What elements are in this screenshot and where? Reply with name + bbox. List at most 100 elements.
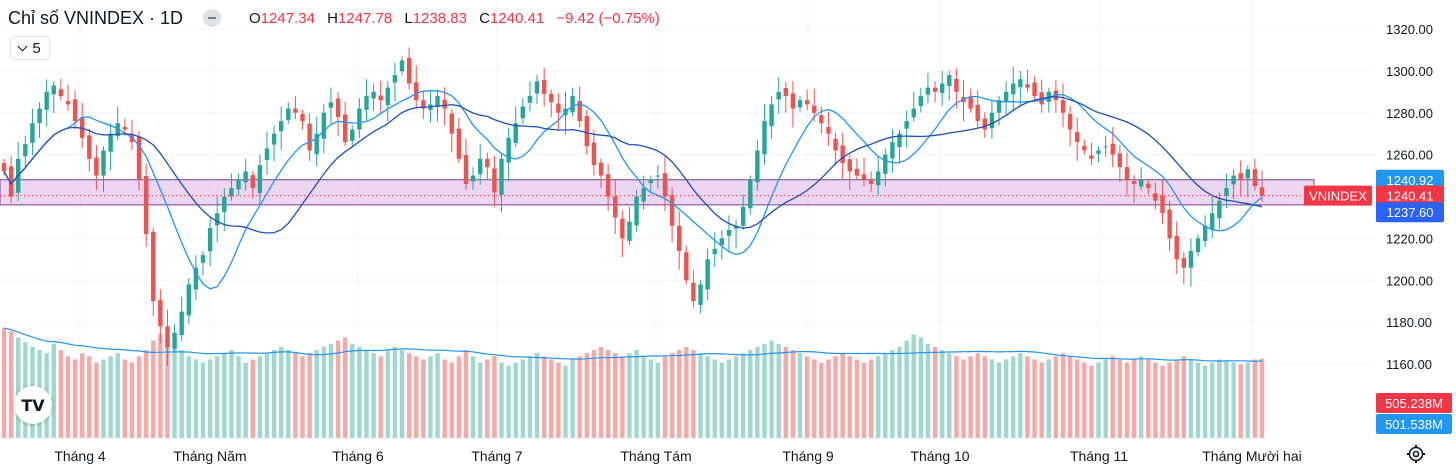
candle-body xyxy=(51,85,56,95)
volume-bar xyxy=(968,356,973,438)
volume-bar xyxy=(151,340,156,438)
indicators-toggle-button[interactable]: 5 xyxy=(10,36,50,60)
candle-body xyxy=(634,196,639,226)
candle-body xyxy=(620,218,625,239)
volume-bar xyxy=(932,346,938,438)
volume-bar xyxy=(307,353,312,438)
zone-upper-tag: 1240.92 xyxy=(1387,173,1434,188)
price-tick-label: 1220.00 xyxy=(1386,231,1433,246)
volume-bar xyxy=(215,356,220,438)
candle-body xyxy=(1195,238,1201,253)
volume-bar xyxy=(406,353,412,438)
volume-bar xyxy=(72,359,78,438)
volume-bar xyxy=(1160,365,1165,438)
volume-bar xyxy=(733,356,739,438)
volume-bar xyxy=(648,359,653,438)
volume-bar xyxy=(1089,365,1094,438)
zone-lower-tag: 1237.60 xyxy=(1387,205,1434,220)
volume-bar xyxy=(428,356,433,438)
volume-bar xyxy=(641,356,646,438)
candle-body xyxy=(364,96,369,110)
volume-bar xyxy=(271,350,277,438)
volume-bar xyxy=(556,362,561,438)
time-axis-label: Tháng Tám xyxy=(620,448,691,464)
volume-bar xyxy=(868,359,874,438)
volume-bar xyxy=(1231,362,1236,438)
volume-bar xyxy=(136,356,142,438)
volume-ma-tag: 501.538M xyxy=(1385,417,1443,432)
volume-bar xyxy=(1252,359,1258,438)
candle-body xyxy=(812,105,817,113)
candle-body xyxy=(1011,83,1016,95)
candle-body xyxy=(1082,145,1087,151)
volume-bar xyxy=(442,359,447,438)
time-axis-label: Tháng 6 xyxy=(332,448,384,464)
volume-bar xyxy=(1174,359,1179,438)
volume-bar xyxy=(904,340,909,438)
candle-body xyxy=(328,102,334,108)
candle-body xyxy=(1131,181,1137,184)
candle-body xyxy=(1259,187,1265,196)
volume-bar xyxy=(293,353,298,438)
close-label: C xyxy=(479,9,490,27)
volume-bar xyxy=(605,350,611,438)
candle-body xyxy=(1224,188,1229,196)
candle-body xyxy=(520,106,526,119)
candle-body xyxy=(371,91,376,99)
time-axis-label: Tháng 11 xyxy=(1070,448,1128,464)
volume-bar xyxy=(1217,359,1222,438)
volume-bar xyxy=(1153,362,1158,438)
candle-body xyxy=(861,174,867,180)
volume-bar xyxy=(385,350,390,438)
last-price-tag: 1240.41 xyxy=(1387,189,1434,204)
price-zone-band xyxy=(0,179,1315,206)
candle-body xyxy=(165,326,170,348)
moving-average-slow-line xyxy=(3,96,1263,234)
volume-bar xyxy=(790,350,796,438)
gear-icon[interactable] xyxy=(1406,444,1426,464)
volume-bar xyxy=(342,337,348,438)
minus-icon[interactable] xyxy=(203,9,222,27)
candle-body xyxy=(833,138,838,151)
candle-body xyxy=(506,137,511,163)
low-value: 1238.83 xyxy=(412,9,467,27)
volume-bar xyxy=(534,353,540,438)
candle-body xyxy=(23,144,28,157)
candle-body xyxy=(300,114,305,122)
candle-body xyxy=(598,162,604,176)
volume-bar xyxy=(598,346,604,438)
candle-body xyxy=(527,96,533,103)
candle-body xyxy=(684,252,689,281)
candle-body xyxy=(271,133,277,145)
candle-body xyxy=(534,81,540,94)
candle-body xyxy=(662,173,668,197)
time-axis-label: Tháng 10 xyxy=(910,448,969,464)
candle-body xyxy=(1245,169,1250,179)
candle-body xyxy=(1160,195,1165,214)
candle-body xyxy=(236,179,241,190)
volume-bar xyxy=(1124,362,1130,438)
candle-body xyxy=(1,163,7,172)
candle-body xyxy=(449,113,454,134)
volume-bar xyxy=(1067,356,1073,438)
candle-body xyxy=(762,121,767,155)
volume-bar xyxy=(477,362,483,438)
volume-bar xyxy=(527,356,533,438)
candle-body xyxy=(939,83,945,94)
candle-body xyxy=(314,133,319,155)
volume-bar xyxy=(890,350,895,438)
candle-body xyxy=(1096,150,1101,154)
volume-bar xyxy=(357,346,362,438)
volume-bar xyxy=(833,356,838,438)
symbol-title[interactable]: Chỉ số VNINDEX · 1D xyxy=(8,7,184,28)
tradingview-logo-icon[interactable]: TV xyxy=(14,386,52,424)
candle-body xyxy=(477,158,483,175)
volume-bar xyxy=(1003,359,1009,438)
low-label: L xyxy=(404,9,413,27)
candle-body xyxy=(1110,143,1115,155)
candle-body xyxy=(463,155,469,184)
volume-bar xyxy=(399,350,405,438)
candle-body xyxy=(925,87,931,95)
